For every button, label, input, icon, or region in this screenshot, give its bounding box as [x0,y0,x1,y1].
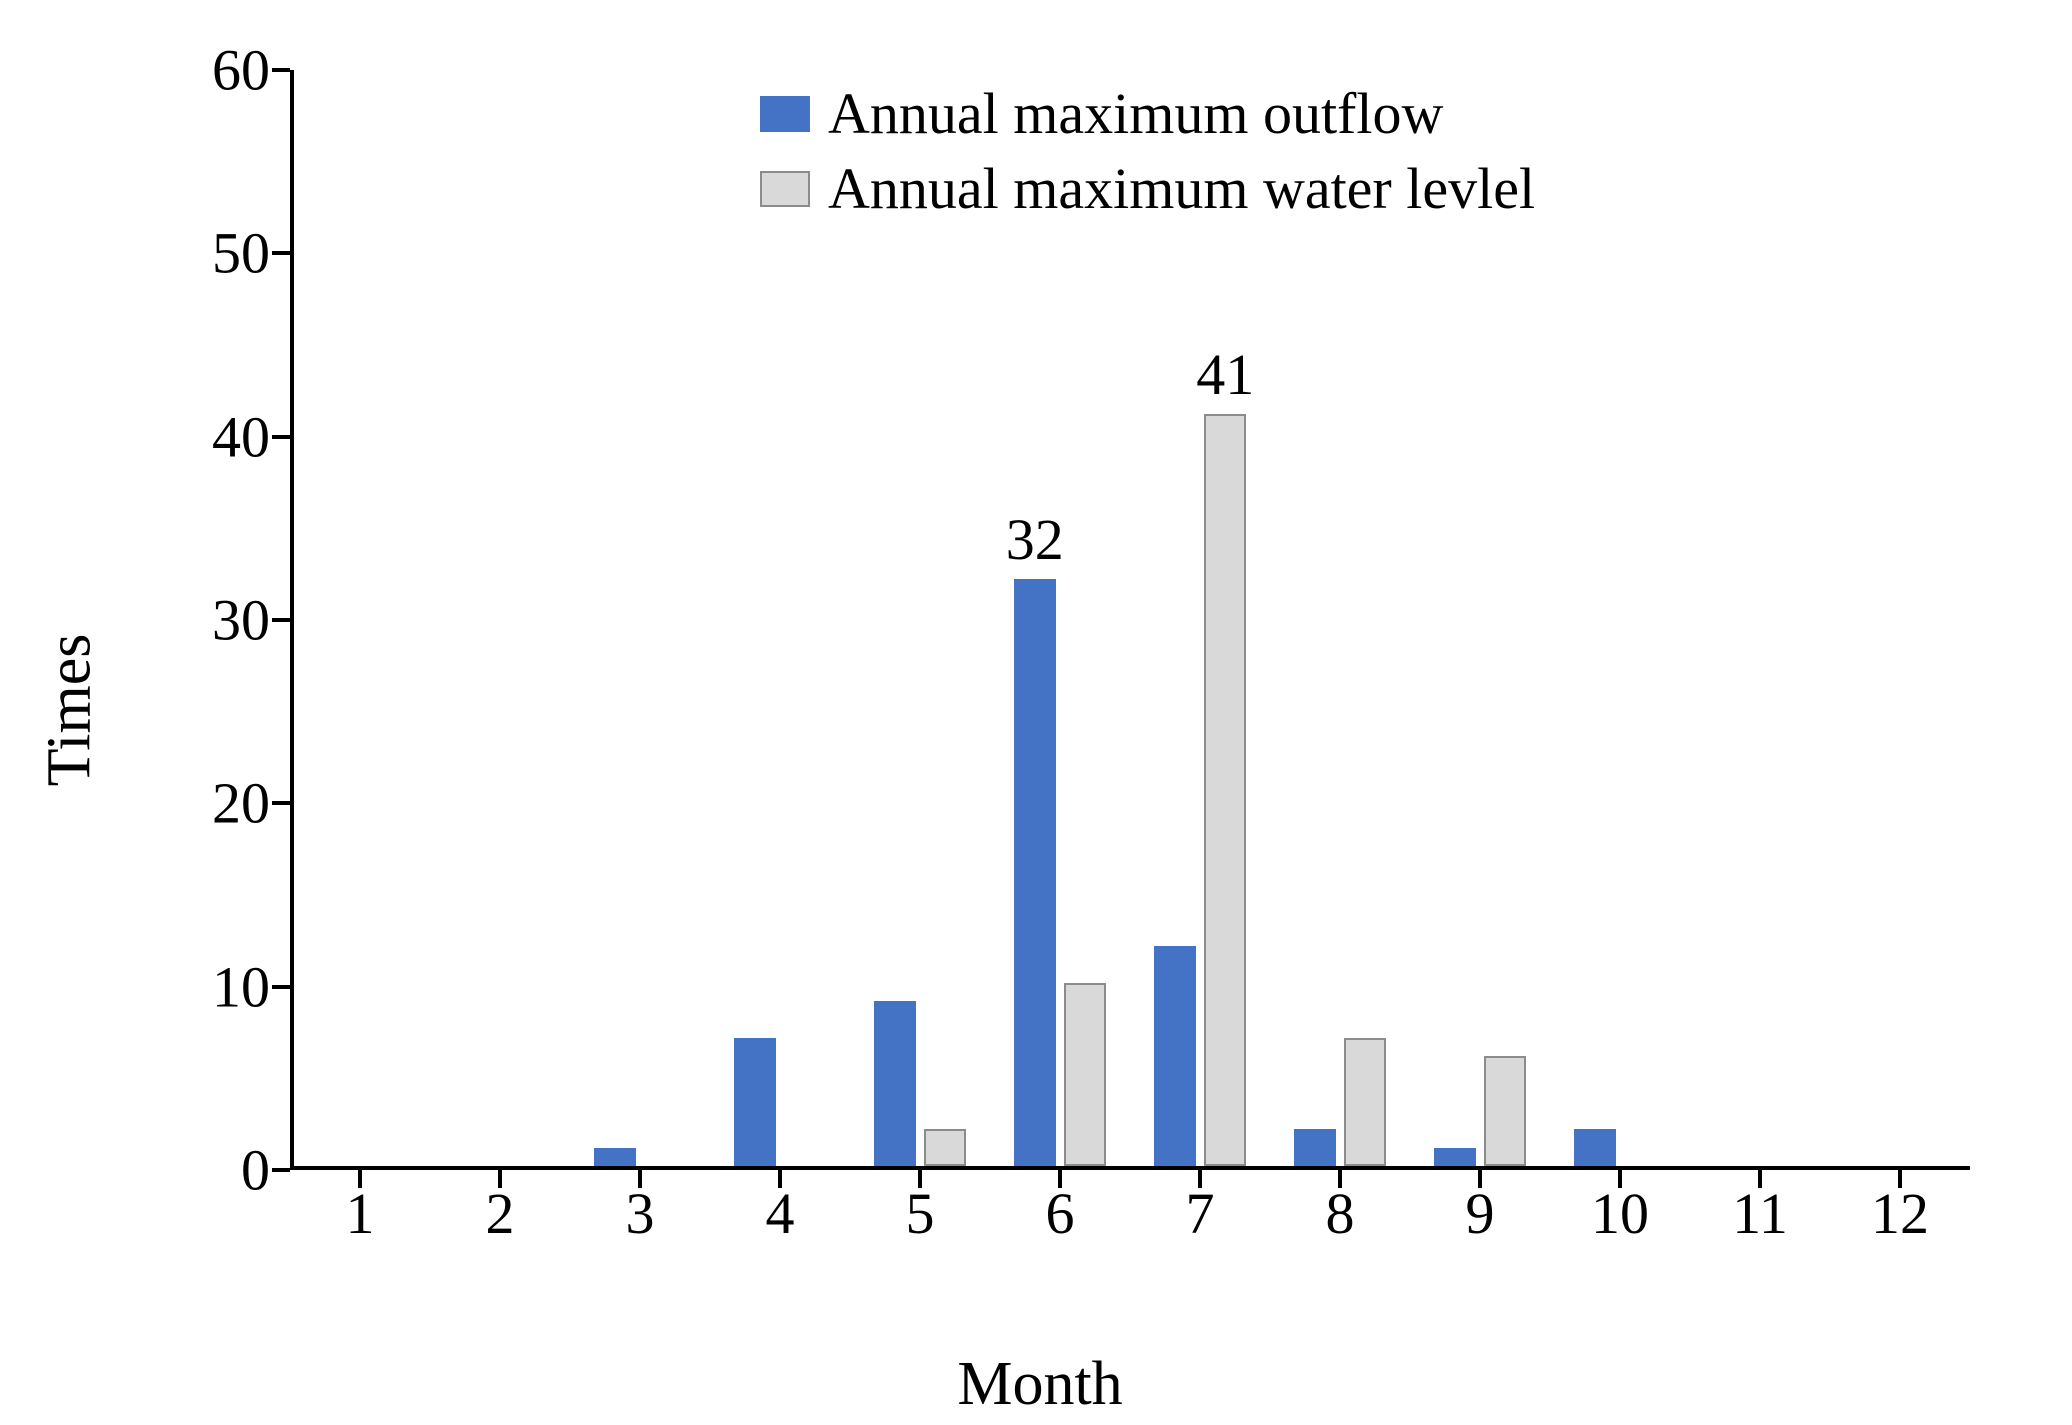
y-tick [272,985,290,989]
bar-outflow [594,1148,636,1166]
x-tick-label: 12 [1871,1180,1929,1247]
y-tick [272,435,290,439]
y-tick [272,1168,290,1172]
legend-item-outflow: Annual maximum outflow [760,80,1535,147]
x-tick-label: 7 [1186,1180,1215,1247]
bar-value-label: 32 [1006,506,1064,573]
y-tick [272,251,290,255]
bar-waterlevel [1344,1038,1386,1166]
y-tick-label: 50 [150,220,270,287]
bar-outflow [1294,1129,1336,1166]
y-tick-label: 60 [150,37,270,104]
x-tick-label: 1 [346,1180,375,1247]
bar-value-label: 41 [1196,341,1254,408]
x-tick-label: 6 [1046,1180,1075,1247]
y-tick [272,801,290,805]
bar-outflow [1574,1129,1616,1166]
bar-waterlevel [1204,414,1246,1166]
x-axis-label: Month [957,1349,1122,1420]
y-axis-label: Times [35,634,106,787]
x-tick-label: 10 [1591,1180,1649,1247]
y-tick [272,618,290,622]
chart-container: Times Annual maximum outflow Annual maxi… [80,40,2000,1380]
x-tick-label: 5 [906,1180,935,1247]
legend-swatch-outflow [760,96,810,132]
bar-waterlevel [924,1129,966,1166]
y-tick-label: 30 [150,587,270,654]
bar-outflow [1154,946,1196,1166]
x-tick-label: 9 [1466,1180,1495,1247]
y-tick-label: 20 [150,770,270,837]
y-tick-label: 0 [150,1137,270,1204]
bar-waterlevel [1484,1056,1526,1166]
legend-swatch-waterlevel [760,171,810,207]
legend: Annual maximum outflow Annual maximum wa… [760,80,1535,222]
x-tick-label: 4 [766,1180,795,1247]
legend-label-waterlevel: Annual maximum water levlel [828,155,1535,222]
legend-item-waterlevel: Annual maximum water levlel [760,155,1535,222]
bar-outflow [874,1001,916,1166]
bar-outflow [734,1038,776,1166]
x-tick-label: 11 [1732,1180,1788,1247]
bar-outflow [1014,579,1056,1166]
x-tick-label: 2 [486,1180,515,1247]
x-axis-line [290,1166,1970,1170]
bar-waterlevel [1064,983,1106,1166]
legend-label-outflow: Annual maximum outflow [828,80,1443,147]
y-tick [272,68,290,72]
y-axis-line [290,70,294,1170]
x-tick-label: 8 [1326,1180,1355,1247]
x-tick-label: 3 [626,1180,655,1247]
y-tick-label: 10 [150,953,270,1020]
bar-outflow [1434,1148,1476,1166]
plot-area: Annual maximum outflow Annual maximum wa… [290,70,1970,1170]
y-tick-label: 40 [150,403,270,470]
